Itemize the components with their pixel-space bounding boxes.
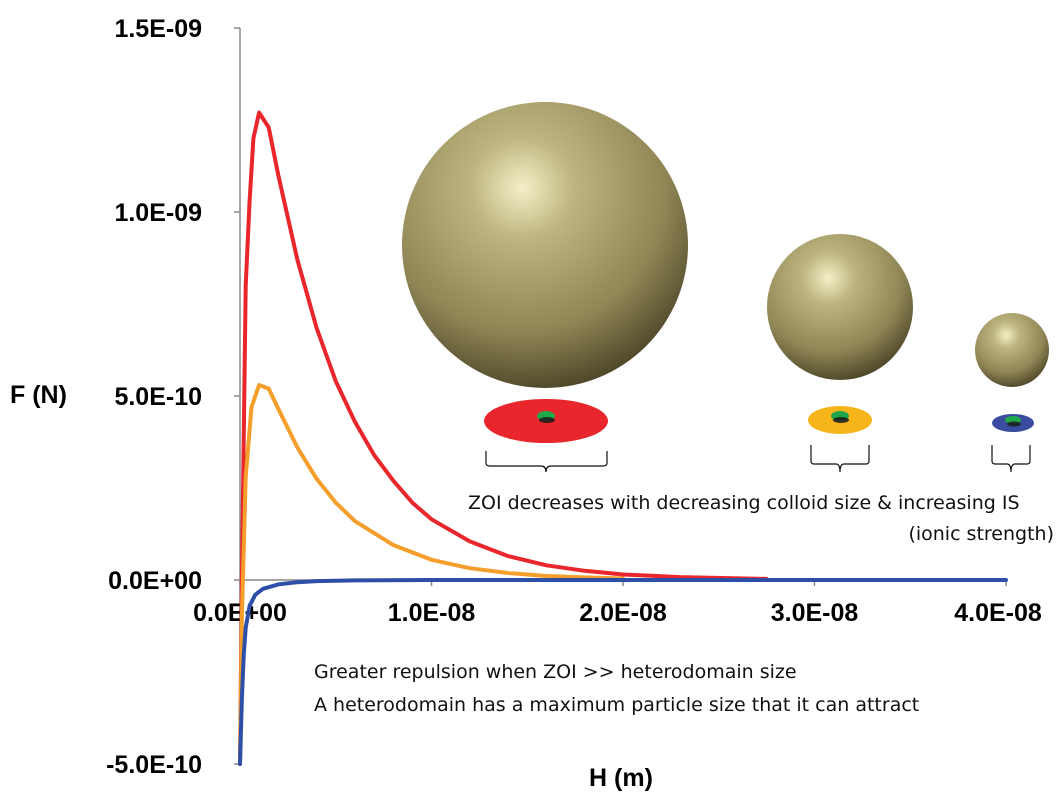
y-tick-label: 1.5E-09 <box>114 15 202 43</box>
brace-small <box>991 445 1031 473</box>
x-tick-label: 1.0E-08 <box>388 599 476 627</box>
small-colloid-sphere <box>975 313 1049 387</box>
y-tick-labels: -5.0E-10 0.0E+00 5.0E-10 1.0E-09 1.5E-09 <box>106 15 240 779</box>
x-tick-label: 4.0E-08 <box>954 599 1042 627</box>
x-tick-labels: 0.0E+00 1.0E-08 2.0E-08 3.0E-08 4.0E-08 <box>193 580 1042 627</box>
y-tick-label: 0.0E+00 <box>108 567 202 595</box>
brace-medium <box>810 445 870 473</box>
heterodomain-shadow-large <box>539 417 555 423</box>
series-line-orange <box>238 383 625 766</box>
x-axis-title: H (m) <box>589 764 653 792</box>
max-particle-annotation: A heterodomain has a maximum particle si… <box>314 694 919 716</box>
x-tick-label: 3.0E-08 <box>771 599 859 627</box>
y-axis-title: F (N) <box>10 381 67 409</box>
large-colloid-sphere <box>402 102 688 388</box>
brace-large <box>485 451 608 473</box>
series-lines <box>238 110 1008 766</box>
repulsion-annotation: Greater repulsion when ZOI >> heterodoma… <box>314 661 797 683</box>
y-tick-label: -5.0E-10 <box>106 751 202 779</box>
heterodomain-shadow-small <box>1007 421 1021 427</box>
medium-colloid-sphere <box>767 234 913 380</box>
y-tick-label: 1.0E-09 <box>114 199 202 227</box>
x-tick-label: 2.0E-08 <box>579 599 667 627</box>
heterodomain-shadow-medium <box>833 417 849 423</box>
zoi-annotation: ZOI decreases with decreasing colloid si… <box>468 492 1020 514</box>
series-line-red <box>238 110 769 766</box>
ionic-strength-annotation: (ionic strength) <box>908 523 1054 545</box>
series-line-blue <box>238 578 1008 766</box>
y-tick-label: 5.0E-10 <box>114 383 202 411</box>
